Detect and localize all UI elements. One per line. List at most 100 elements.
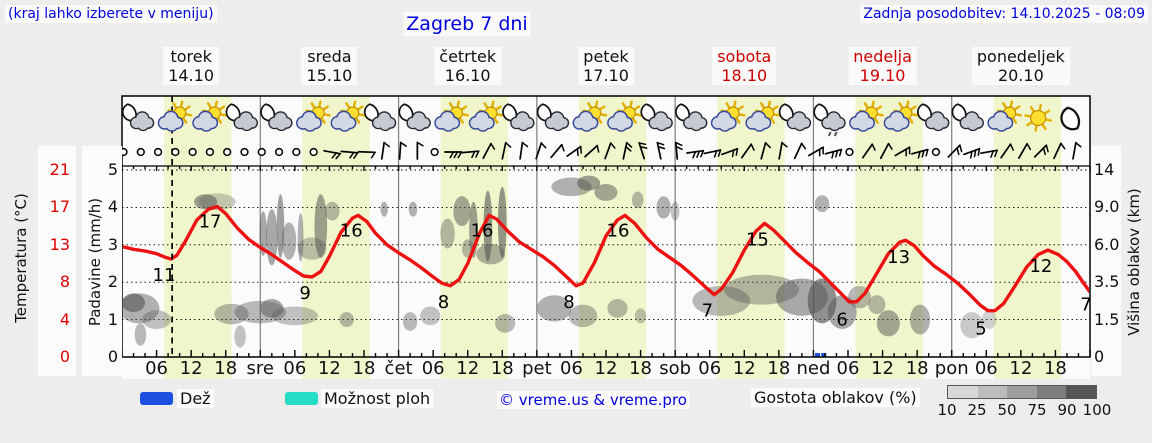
- precip-tick: 3: [107, 234, 118, 254]
- day-name: petek: [583, 47, 629, 66]
- weather-icon-moon-cloud: [536, 103, 570, 132]
- day-header-petek: petek 17.10: [578, 47, 634, 85]
- wind-barb: [444, 151, 463, 159]
- wind-barb: [721, 147, 739, 158]
- cloud-density-label: Gostota oblakov (%): [751, 388, 920, 407]
- weather-icon-moon-cloud: [363, 103, 397, 132]
- day-name: sobota: [717, 47, 772, 66]
- weather-icons-row: [121, 100, 1081, 137]
- temp-tick: 8: [59, 272, 70, 292]
- density-tick: 10: [937, 401, 957, 419]
- day-date: 20.10: [997, 66, 1044, 85]
- wind-barb: [861, 143, 876, 159]
- x-axis-label-12: 12: [317, 358, 341, 379]
- day-header-sobota: sobota 18.10: [712, 47, 777, 85]
- precip-tick: 1: [107, 309, 118, 329]
- wind-calm-symbol: [205, 147, 215, 157]
- weather-icon-sun-cloud: [192, 100, 227, 132]
- wind-barb: [740, 143, 755, 159]
- precip-ticks-bg: [82, 146, 122, 376]
- x-axis-label-12: 12: [871, 358, 895, 379]
- density-swatch: [1066, 386, 1096, 398]
- wind-barb: [793, 142, 807, 160]
- x-axis-label-18: 18: [629, 358, 653, 379]
- day-header-četrtek: četrtek 16.10: [434, 47, 502, 85]
- cloud-tick: 3.5: [1094, 272, 1120, 292]
- weather-icon-sun-cloud: [607, 100, 642, 132]
- density-tick: 50: [997, 401, 1017, 419]
- wind-barb: [340, 150, 359, 159]
- weather-icon-sun-cloud: [849, 100, 884, 132]
- precip-tick: 5: [107, 160, 118, 179]
- svg-text:9: 9: [299, 283, 310, 304]
- day-header-torek: torek 14.10: [163, 47, 220, 85]
- x-axis-label-sob: sob: [659, 358, 692, 379]
- wind-barb: [947, 144, 963, 158]
- weather-icon-moon-cloud: [121, 103, 155, 132]
- wind-barb: [778, 141, 788, 160]
- wind-barb: [535, 142, 547, 160]
- cloud-tick: 9.0: [1094, 197, 1120, 217]
- wind-barb: [980, 149, 998, 158]
- weather-icon-moon-cloud: [225, 103, 258, 132]
- svg-text:15: 15: [746, 229, 769, 250]
- wind-calm-symbol: [257, 147, 266, 157]
- density-swatch: [1007, 386, 1037, 398]
- day-date: 15.10: [306, 66, 353, 85]
- cloud-density-scale: [947, 385, 1097, 399]
- x-axis-label-06: 06: [974, 358, 998, 379]
- wind-barb: [357, 150, 376, 159]
- weather-icon-moon-cloud-drizzle: [813, 103, 846, 137]
- wind-barb: [824, 148, 843, 159]
- wind-calm-symbol: [845, 147, 854, 157]
- day-date: 14.10: [168, 66, 215, 85]
- temperature-axis-label: Temperatura (°C): [12, 193, 30, 323]
- day-name: četrtek: [439, 47, 497, 66]
- density-tick: 90: [1057, 401, 1077, 419]
- x-axis-label-pet: pet: [522, 358, 552, 379]
- weather-icon-moon-cloud: [260, 103, 293, 132]
- svg-text:12: 12: [1029, 256, 1052, 277]
- page-title: Zagreb 7 dni: [403, 12, 531, 36]
- svg-text:11: 11: [153, 265, 176, 286]
- temp-tick: 4: [59, 309, 70, 329]
- temp-tick: 21: [49, 160, 70, 179]
- day-header-nedelja: nedelja 19.10: [848, 47, 917, 85]
- weather-icon-sun-cloud: [745, 100, 781, 132]
- credit-link[interactable]: © vreme.us & vreme.pro: [497, 391, 689, 409]
- x-axis-label-ned: ned: [796, 358, 831, 379]
- svg-text:16: 16: [340, 221, 363, 242]
- weather-icon-sun-cloud: [468, 100, 504, 132]
- wind-barb: [398, 141, 407, 160]
- wind-barb: [566, 145, 583, 157]
- density-tick: 25: [967, 401, 987, 419]
- wind-barb: [656, 141, 666, 160]
- day-date: 18.10: [721, 66, 768, 85]
- day-name: ponedeljek: [976, 47, 1065, 66]
- wind-barb: [501, 141, 512, 160]
- x-axis-label-06: 06: [836, 358, 860, 379]
- x-axis-label-18: 18: [905, 358, 929, 379]
- wind-barb: [703, 149, 722, 158]
- day-date: 17.10: [583, 66, 629, 85]
- wind-calm-symbol: [136, 147, 145, 157]
- cloud-ticks-bg: [1091, 146, 1121, 376]
- weather-icon-sun-cloud: [434, 100, 469, 132]
- svg-text:7: 7: [1080, 295, 1091, 316]
- svg-text:6: 6: [836, 310, 847, 331]
- x-axis-label-18: 18: [490, 358, 514, 379]
- x-axis-label-čet: čet: [384, 358, 413, 379]
- day-name: nedelja: [853, 47, 912, 66]
- wind-barb: [760, 141, 771, 160]
- x-axis-label-18: 18: [1043, 358, 1067, 379]
- temp-tick: 17: [49, 197, 70, 217]
- rain-bar: [814, 353, 820, 357]
- wind-barb: [686, 149, 705, 159]
- rain-bar: [821, 353, 827, 357]
- wind-barb: [1053, 142, 1066, 160]
- weather-icon-moon-cloud: [778, 103, 812, 132]
- svg-text:17: 17: [199, 212, 222, 233]
- day-date: 16.10: [444, 66, 491, 85]
- svg-text:16: 16: [607, 221, 630, 242]
